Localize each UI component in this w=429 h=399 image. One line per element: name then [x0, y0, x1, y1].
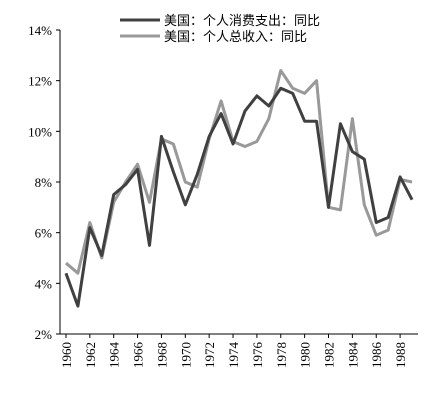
- legend-label: 美国：个人总收入：同比: [164, 29, 307, 44]
- y-tick-label: 12%: [28, 74, 52, 89]
- series-line: [64, 69, 413, 275]
- x-tick-label: 1976: [250, 342, 265, 369]
- series-line: [64, 86, 414, 308]
- x-tick-label: 1972: [202, 342, 217, 368]
- x-tick-label: 1986: [369, 342, 384, 369]
- x-tick-label: 1982: [322, 342, 337, 368]
- y-tick-label: 10%: [28, 124, 52, 139]
- y-tick-label: 2%: [35, 327, 53, 342]
- x-tick-label: 1978: [274, 342, 289, 368]
- x-tick-label: 1968: [154, 342, 169, 368]
- x-tick-label: 1980: [298, 342, 313, 368]
- x-tick-label: 1966: [131, 342, 146, 369]
- x-tick-label: 1974: [226, 342, 241, 369]
- x-tick-label: 1984: [345, 342, 360, 369]
- x-tick-label: 1962: [83, 342, 98, 368]
- y-tick-label: 8%: [35, 175, 53, 190]
- legend-label: 美国：个人消费支出：同比: [164, 13, 320, 28]
- y-tick-label: 4%: [35, 276, 53, 291]
- x-tick-label: 1988: [393, 342, 408, 368]
- y-tick-label: 6%: [35, 226, 53, 241]
- x-tick-label: 1970: [178, 342, 193, 368]
- x-tick-label: 1964: [107, 342, 122, 369]
- x-tick-label: 1960: [59, 342, 74, 368]
- y-tick-label: 14%: [28, 23, 52, 38]
